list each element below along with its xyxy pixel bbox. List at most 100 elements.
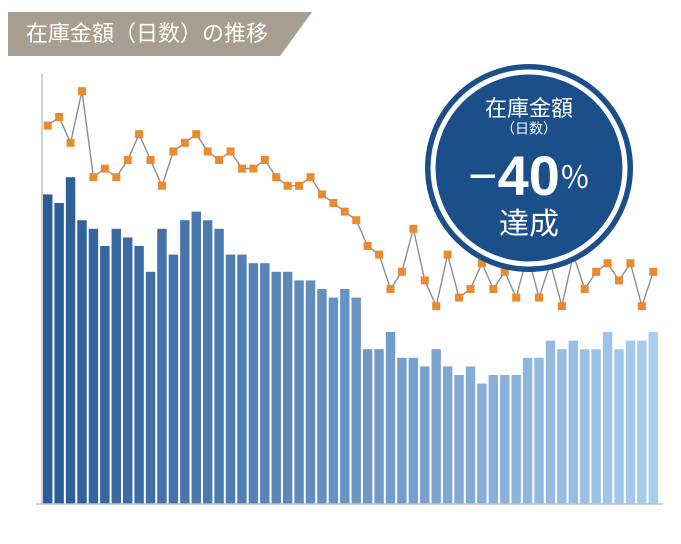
bar [77,220,86,504]
marker [501,268,509,276]
marker [158,182,166,190]
marker [352,216,360,224]
marker [558,302,566,310]
marker [44,122,52,130]
marker [204,147,212,155]
bar [420,366,429,504]
bar [283,272,292,504]
bar [169,255,178,504]
marker [535,294,543,302]
bar [226,255,235,504]
bar [591,349,600,504]
bar [203,220,212,504]
bar [134,246,143,504]
bar [66,177,75,504]
bar [603,332,612,504]
bar [614,349,623,504]
bar [466,366,475,504]
bar [557,349,566,504]
marker [318,190,326,198]
marker [455,294,463,302]
bar [431,349,440,504]
marker [649,268,657,276]
marker [466,285,474,293]
marker [364,242,372,250]
marker [124,156,132,164]
bar [237,255,246,504]
marker [284,182,292,190]
bar [272,272,281,504]
marker [615,276,623,284]
bar [546,341,555,504]
bar [214,229,223,504]
marker [512,294,520,302]
bar [443,366,452,504]
marker [261,156,269,164]
marker [55,113,63,121]
bar [340,289,349,504]
marker [592,268,600,276]
marker [227,147,235,155]
chart-frame: 在庫金額（日数）の推移 在庫金額 （日数） −40％ 達成 [0,0,681,544]
bar [89,229,98,504]
bar [260,263,269,504]
marker [307,173,315,181]
marker [444,251,452,259]
marker [67,139,75,147]
marker [581,285,589,293]
bar [454,375,463,504]
marker [409,225,417,233]
marker [341,208,349,216]
bar [523,358,532,504]
marker [147,156,155,164]
marker [181,139,189,147]
marker [604,259,612,267]
marker [546,259,554,267]
marker [329,199,337,207]
bar [397,358,406,504]
marker [169,147,177,155]
bars [43,177,658,504]
bar [649,332,658,504]
bar [112,229,121,504]
bar [249,263,258,504]
bar [637,341,646,504]
bar [329,298,338,504]
marker [112,173,120,181]
bar [363,349,372,504]
marker [215,156,223,164]
bar [123,237,132,504]
bar [569,341,578,504]
bar [477,384,486,504]
marker [78,87,86,95]
marker [626,259,634,267]
marker [524,251,532,259]
marker [432,302,440,310]
inventory-chart [18,74,663,522]
bar [386,332,395,504]
bar [409,358,418,504]
bar [180,220,189,504]
marker [192,130,200,138]
bar [294,280,303,504]
bar [511,375,520,504]
marker [101,165,109,173]
marker [375,251,383,259]
bar [352,298,361,504]
marker [638,302,646,310]
bar [500,375,509,504]
bar [534,358,543,504]
page-title: 在庫金額（日数）の推移 [8,12,312,56]
bar [146,272,155,504]
marker [386,285,394,293]
marker [249,165,257,173]
marker [569,251,577,259]
marker [272,173,280,181]
bar [100,246,109,504]
bar [157,229,166,504]
bar [374,349,383,504]
bar [317,289,326,504]
marker [89,173,97,181]
marker [398,268,406,276]
bar [306,280,315,504]
